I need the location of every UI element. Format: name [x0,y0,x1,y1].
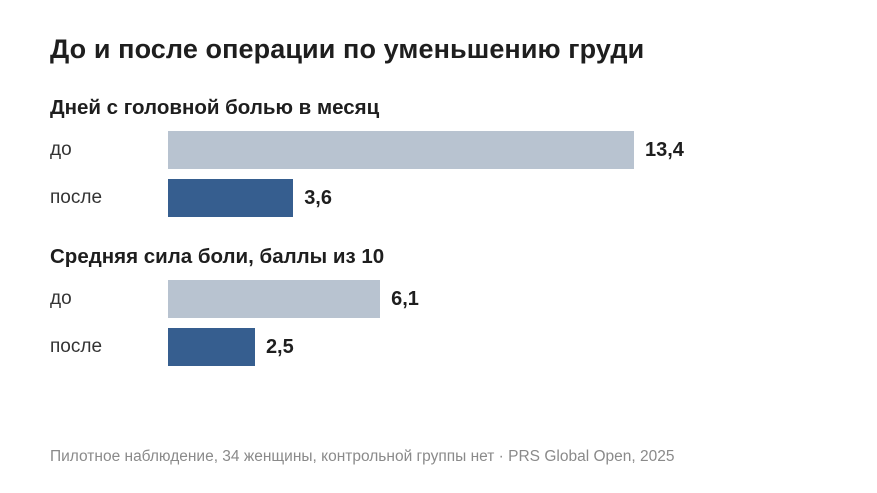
panel-title: Дней с головной болью в месяц [50,96,380,119]
bar-row-after: после 2,5 [50,328,830,366]
value-label: 3,6 [304,187,332,209]
bar-row-after: после 3,6 [50,179,830,217]
value-label: 6,1 [391,288,419,310]
value-label: 2,5 [265,336,294,358]
bar-before [168,280,381,318]
chart-title: До и после операции по уменьшению груди [50,34,645,64]
bar-row-before: до 6,1 [50,280,830,318]
category-label: до [50,139,72,160]
bar-row-before: до 13,4 [50,131,830,169]
bar-before [168,131,634,169]
bar-after [168,179,294,217]
panel-title: Средняя сила боли, баллы из 10 [50,245,385,268]
category-label: после [50,336,103,357]
category-label: до [50,288,72,309]
source-note: Пилотное наблюдение, 34 женщины, контрол… [50,448,675,465]
category-label: после [50,187,103,208]
bar-after [168,328,255,366]
value-label: 13,4 [645,139,684,161]
